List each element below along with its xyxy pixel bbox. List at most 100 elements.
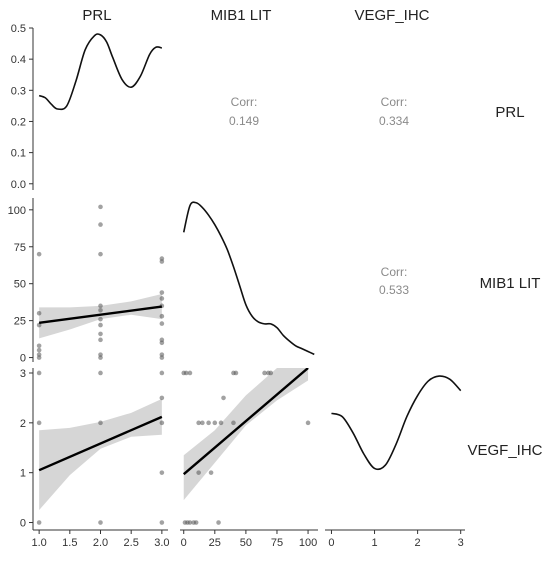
density-prl-line bbox=[38, 33, 163, 111]
prl-vegf-point bbox=[36, 370, 42, 376]
vegf-y-tick-label: 2 bbox=[20, 418, 26, 430]
corr-label-mib1-vegf: Corr: bbox=[381, 265, 408, 279]
density-y-tick-label: 0.4 bbox=[11, 54, 26, 66]
prl-mib1-point bbox=[159, 321, 165, 326]
prl-mib1-point bbox=[98, 322, 103, 328]
mib1-x-tick-label: 50 bbox=[240, 537, 252, 549]
vegf-y-tick-label: 1 bbox=[20, 468, 26, 480]
mib1-vegf-point bbox=[187, 370, 193, 376]
column-title-mib1: MIB1 LIT bbox=[211, 7, 272, 24]
vegf-y-axis: 0 1 2 3 bbox=[20, 368, 34, 530]
density-y-axis: 0.0 0.1 0.2 0.3 0.4 0.5 bbox=[11, 23, 34, 191]
prl-mib1-point bbox=[159, 259, 165, 264]
prl-mib1-confidence-band bbox=[39, 294, 162, 339]
vegf-x-axis: 0 1 2 3 bbox=[325, 529, 465, 549]
prl-mib1-point bbox=[159, 355, 165, 360]
prl-vegf-point bbox=[36, 420, 42, 426]
mib1-y-tick-label: 25 bbox=[14, 316, 26, 328]
prl-mib1-point bbox=[159, 296, 165, 301]
prl-x-tick-label: 2.5 bbox=[124, 537, 139, 549]
prl-vegf-point bbox=[159, 420, 165, 426]
prl-x-axis: 1.0 1.5 2.0 2.5 3.0 bbox=[31, 529, 170, 549]
mib1-vegf-point bbox=[221, 395, 226, 401]
prl-mib1-point bbox=[98, 331, 103, 337]
mib1-vegf-point bbox=[206, 420, 211, 426]
mib1-y-tick-label: 50 bbox=[14, 279, 26, 291]
vegf-x-tick-label: 0 bbox=[328, 537, 334, 549]
prl-mib1-point bbox=[159, 340, 165, 346]
prl-mib1-point bbox=[98, 337, 103, 343]
row-title-vegf: VEGF_IHC bbox=[467, 442, 542, 459]
prl-vegf-point bbox=[159, 520, 165, 525]
mib1-vegf-point bbox=[268, 370, 274, 376]
prl-vegf-point bbox=[98, 520, 103, 525]
prl-vegf-panel bbox=[36, 370, 165, 525]
corr-label-prl-vegf: Corr: bbox=[381, 95, 408, 109]
mib1-y-axis: 0 25 50 75 100 bbox=[8, 198, 34, 365]
mib1-vegf-point bbox=[218, 420, 224, 426]
corr-label-prl-mib1: Corr: bbox=[231, 95, 258, 109]
prl-x-tick-label: 3.0 bbox=[154, 537, 169, 549]
prl-mib1-point bbox=[36, 251, 42, 257]
prl-mib1-point bbox=[98, 204, 103, 210]
density-y-tick-label: 0.2 bbox=[11, 116, 26, 128]
prl-x-tick-label: 1.5 bbox=[62, 537, 77, 549]
prl-mib1-point bbox=[98, 251, 103, 257]
density-y-tick-label: 0.0 bbox=[11, 179, 26, 191]
row-title-prl: PRL bbox=[495, 104, 524, 121]
mib1-vegf-point bbox=[196, 420, 201, 426]
mib1-vegf-point bbox=[196, 470, 201, 475]
mib1-vegf-point bbox=[212, 420, 218, 426]
mib1-vegf-point bbox=[187, 520, 193, 525]
mib1-vegf-fit-line bbox=[182, 368, 309, 476]
mib1-vegf-point bbox=[231, 420, 236, 426]
mib1-vegf-point bbox=[262, 370, 267, 376]
prl-vegf-confidence-band bbox=[39, 398, 162, 511]
mib1-vegf-point bbox=[216, 520, 221, 525]
prl-mib1-point bbox=[98, 355, 103, 360]
prl-mib1-fit-line bbox=[38, 305, 163, 325]
prl-mib1-point bbox=[159, 290, 165, 295]
density-y-tick-label: 0.5 bbox=[11, 23, 26, 35]
prl-mib1-panel bbox=[36, 204, 165, 360]
corr-value-prl-vegf: 0.334 bbox=[379, 114, 409, 128]
mib1-y-tick-label: 0 bbox=[20, 353, 26, 365]
mib1-vegf-confidence-band bbox=[183, 368, 309, 501]
mib1-x-tick-label: 100 bbox=[299, 537, 317, 549]
vegf-y-tick-label: 0 bbox=[20, 518, 26, 530]
mib1-y-tick-label: 100 bbox=[8, 205, 26, 217]
corr-value-prl-mib1: 0.149 bbox=[229, 114, 259, 128]
mib1-x-tick-label: 75 bbox=[271, 537, 283, 549]
prl-mib1-point bbox=[36, 355, 42, 360]
column-title-prl: PRL bbox=[82, 7, 111, 24]
column-title-vegf: VEGF_IHC bbox=[354, 7, 429, 24]
mib1-vegf-panel bbox=[181, 368, 311, 525]
prl-vegf-fit-line bbox=[38, 415, 163, 472]
mib1-vegf-point bbox=[208, 470, 214, 475]
prl-vegf-point bbox=[98, 370, 103, 376]
mib1-x-tick-label: 25 bbox=[209, 537, 221, 549]
prl-mib1-point bbox=[36, 310, 42, 316]
density-y-tick-label: 0.1 bbox=[11, 148, 26, 160]
prl-mib1-point bbox=[36, 347, 42, 353]
prl-x-tick-label: 2.0 bbox=[93, 537, 108, 549]
prl-mib1-point bbox=[98, 316, 103, 322]
mib1-vegf-point bbox=[200, 420, 205, 426]
density-vegf-line bbox=[331, 375, 462, 471]
mib1-y-tick-label: 75 bbox=[14, 242, 26, 254]
vegf-x-tick-label: 2 bbox=[415, 537, 421, 549]
prl-vegf-point bbox=[36, 520, 42, 525]
prl-x-tick-label: 1.0 bbox=[31, 537, 46, 549]
prl-vegf-point bbox=[159, 370, 165, 376]
vegf-y-tick-label: 3 bbox=[20, 368, 26, 380]
density-y-tick-label: 0.3 bbox=[11, 85, 26, 97]
prl-mib1-point bbox=[98, 303, 103, 309]
mib1-vegf-point bbox=[193, 520, 199, 525]
prl-mib1-point bbox=[98, 222, 103, 227]
mib1-vegf-point bbox=[305, 420, 311, 426]
row-title-mib1: MIB1 LIT bbox=[480, 275, 541, 292]
prl-vegf-point bbox=[98, 420, 103, 426]
